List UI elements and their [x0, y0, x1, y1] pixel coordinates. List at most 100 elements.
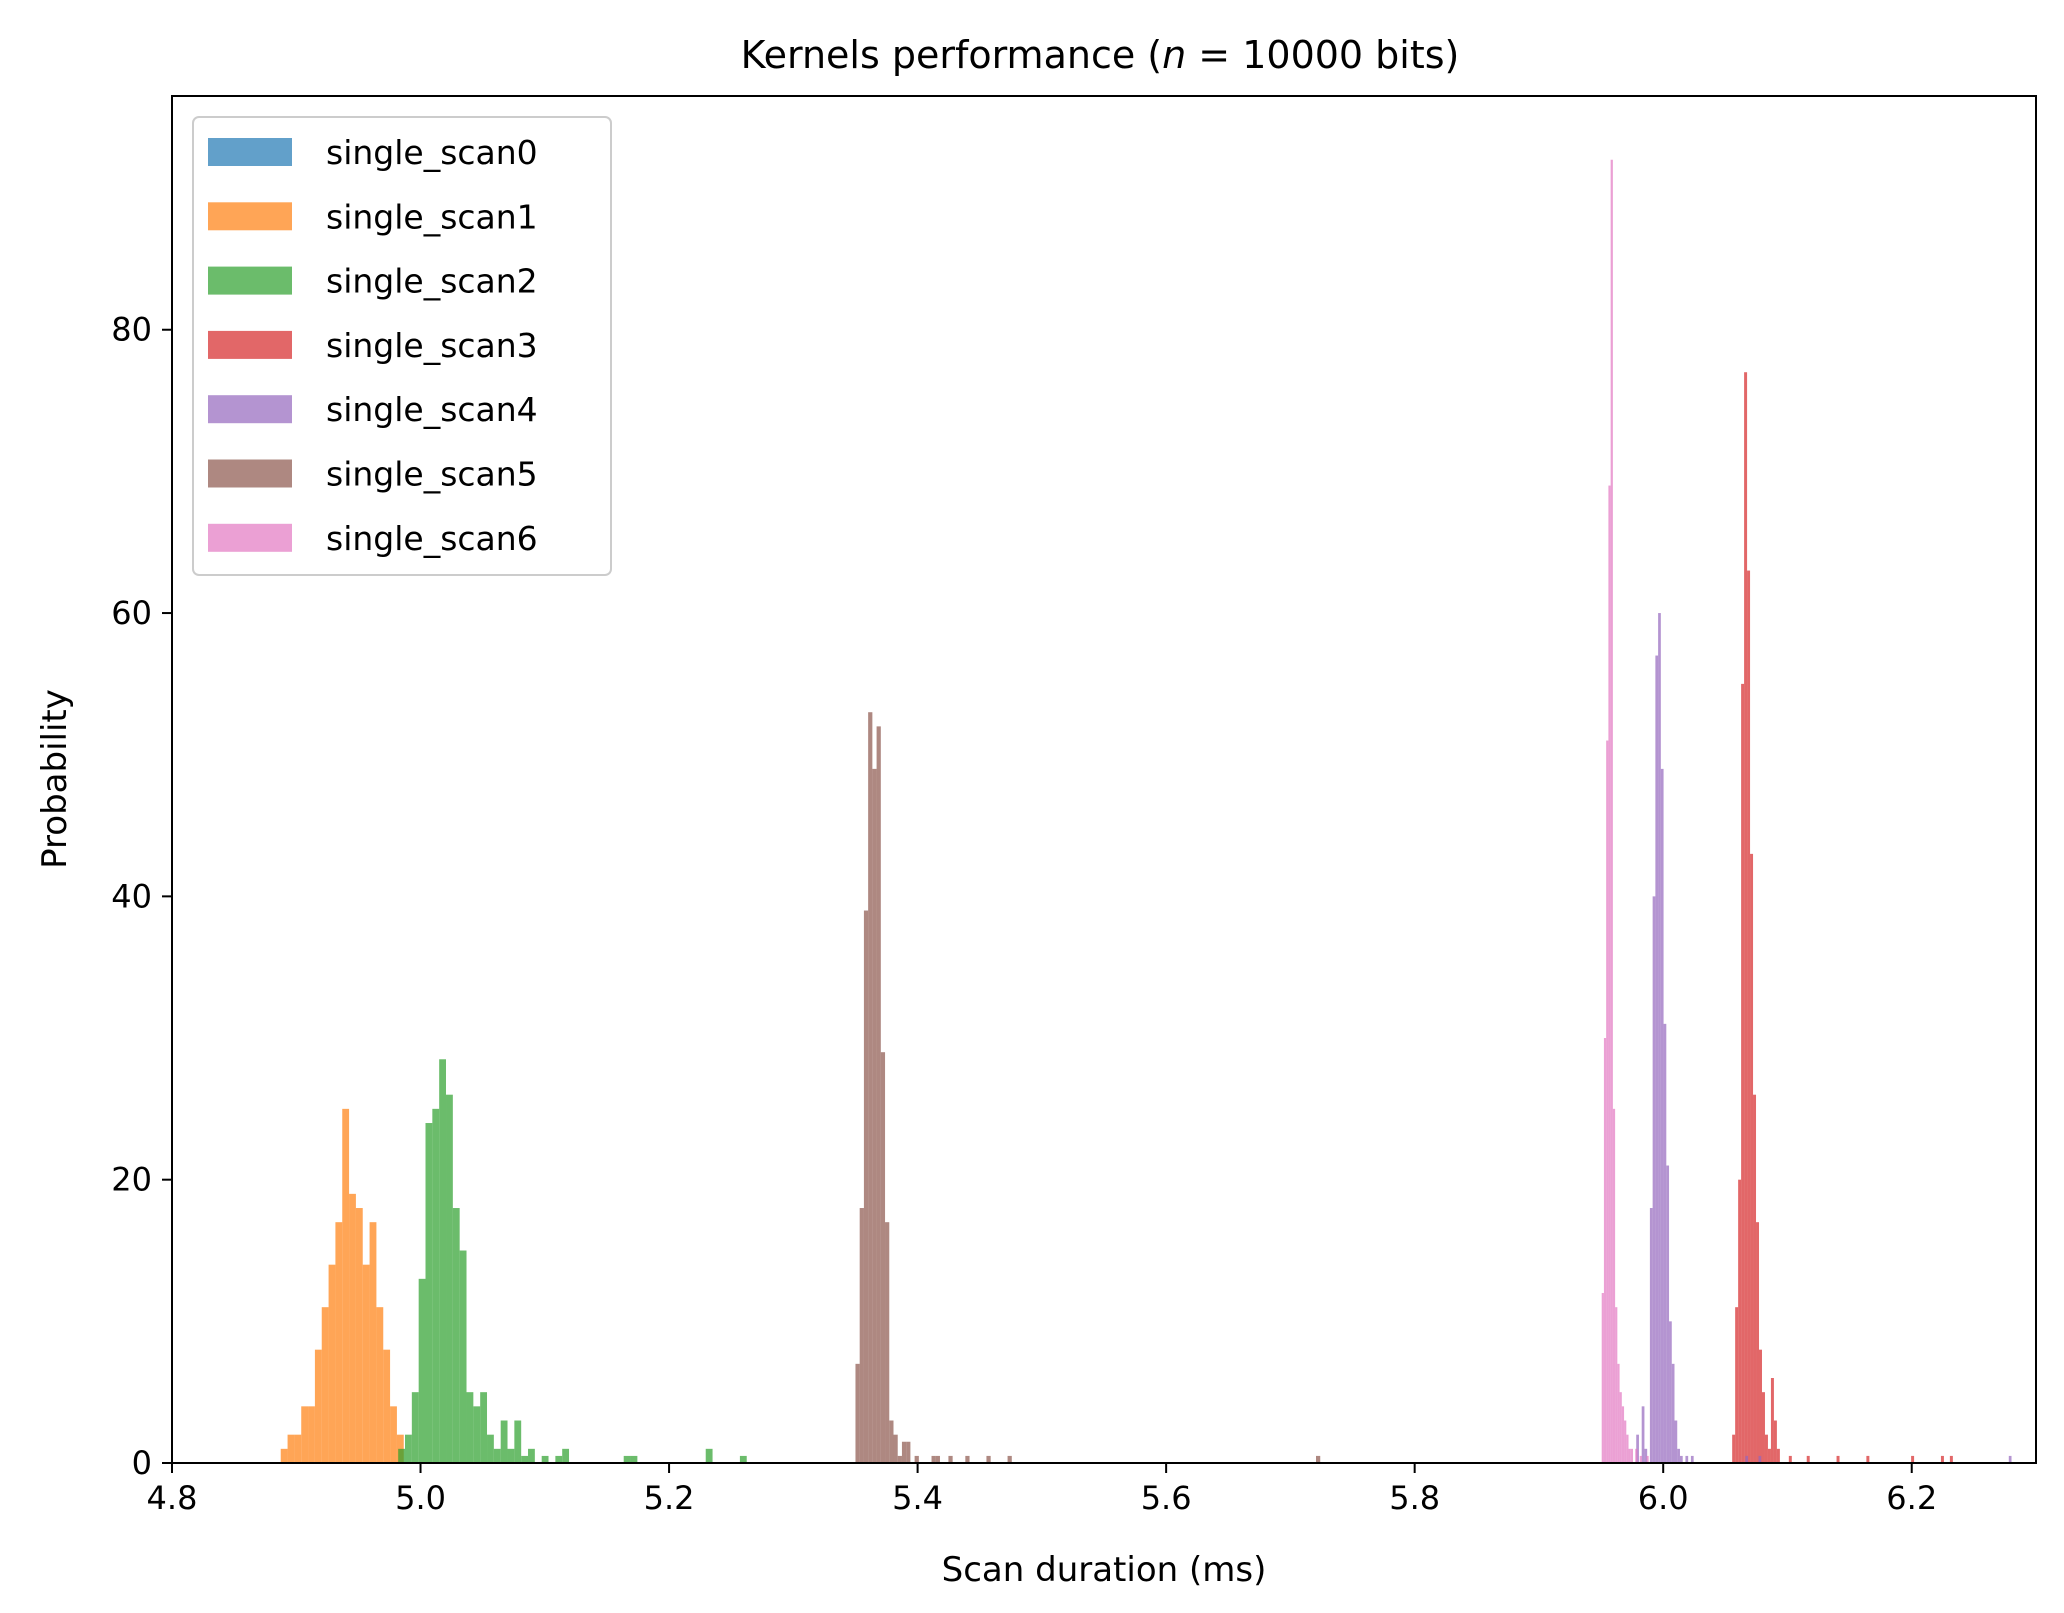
histogram-bar — [1758, 1455, 1762, 1463]
x-tick-label: 4.8 — [147, 1479, 198, 1517]
histogram-bar — [623, 1455, 631, 1463]
legend-label: single_scan5 — [326, 455, 538, 494]
histogram-bar — [1744, 372, 1748, 1464]
histogram-bar — [1806, 1455, 1810, 1463]
histogram-bar — [349, 1193, 356, 1463]
histogram-bar — [514, 1420, 522, 1463]
legend-swatch — [208, 459, 292, 488]
histogram-bar — [1756, 1222, 1760, 1463]
histogram-bar — [1741, 683, 1745, 1463]
histogram-bar — [466, 1392, 474, 1463]
legend-label: single_scan6 — [326, 519, 538, 558]
histogram-bar — [1685, 1455, 1689, 1463]
histogram-bar — [1603, 1038, 1607, 1463]
histogram-bar — [314, 1349, 322, 1463]
histogram-bar — [369, 1222, 377, 1463]
histogram-bar — [1612, 1108, 1616, 1463]
histogram-bar — [1940, 1455, 1944, 1463]
histogram-bar — [1767, 1448, 1771, 1463]
histogram-bar — [1621, 1406, 1625, 1463]
histogram-bar — [1759, 1349, 1762, 1463]
legend-label: single_scan4 — [326, 390, 538, 429]
legend-swatch — [208, 330, 292, 359]
histogram-bar — [1690, 1455, 1694, 1463]
legend-swatch — [208, 202, 292, 231]
series-single_scan1 — [280, 1108, 404, 1463]
histogram-bar — [1732, 1434, 1736, 1463]
histogram-bar — [1776, 1448, 1780, 1463]
histogram-bar — [1658, 613, 1661, 1463]
series-single_scan4 — [1636, 613, 2012, 1463]
legend-swatch — [208, 266, 292, 295]
series-single_scan3 — [1732, 372, 1953, 1464]
legend-frame — [192, 116, 612, 576]
histogram-bar — [1601, 1293, 1604, 1463]
histogram-bar — [1652, 896, 1656, 1463]
histogram-bar — [1608, 485, 1611, 1463]
histogram-bar — [1628, 1448, 1631, 1463]
histogram-bar — [739, 1455, 747, 1463]
histogram-bar — [528, 1448, 535, 1463]
histogram-bar — [555, 1455, 563, 1463]
histogram-bar — [931, 1455, 936, 1463]
histogram-bar — [1610, 159, 1613, 1463]
histogram-bar — [1677, 1448, 1680, 1463]
histogram-bar — [1764, 1434, 1768, 1463]
y-tick-label: 0 — [132, 1444, 152, 1482]
histogram-bar — [308, 1406, 315, 1463]
histogram-bar — [1660, 768, 1664, 1463]
histogram-bar — [452, 1208, 460, 1463]
histogram-bar — [705, 1448, 713, 1463]
histogram-bar — [1750, 853, 1754, 1463]
histogram-bar — [301, 1406, 309, 1463]
histogram-bar — [1679, 1455, 1683, 1463]
histogram-bar — [493, 1448, 501, 1463]
histogram-bar — [500, 1420, 508, 1463]
histogram-bar — [418, 1278, 426, 1463]
x-tick-label: 6.0 — [1638, 1479, 1689, 1517]
histogram-bar — [439, 1059, 446, 1463]
histogram-bar — [507, 1448, 515, 1463]
histogram-bar — [342, 1108, 350, 1463]
histogram-bar — [948, 1455, 953, 1463]
histogram-bar — [868, 712, 873, 1463]
x-tick-label: 6.2 — [1886, 1479, 1937, 1517]
histogram-bar — [1636, 1434, 1639, 1463]
title-var: n — [1162, 33, 1186, 77]
histogram-bar — [541, 1455, 549, 1463]
legend-label: single_scan1 — [326, 197, 538, 236]
histogram-bar — [1639, 1455, 1642, 1463]
histogram-bar — [1671, 1363, 1675, 1463]
y-tick-label: 20 — [111, 1161, 152, 1199]
histogram-bar — [425, 1123, 433, 1463]
histogram-bar — [1007, 1455, 1012, 1463]
histogram-bar — [914, 1455, 919, 1463]
histogram-bar — [1641, 1406, 1645, 1463]
legend-swatch — [208, 523, 292, 552]
histogram-bar — [473, 1406, 481, 1463]
histogram-bar — [859, 1208, 864, 1463]
series-single_scan2 — [398, 1059, 747, 1463]
title-suffix: = 10000 bits) — [1186, 33, 1459, 77]
histogram-bar — [880, 1052, 886, 1463]
histogram-bar — [562, 1448, 570, 1463]
plot-area-frame — [171, 95, 2037, 1464]
title-prefix: Kernels performance ( — [741, 33, 1163, 77]
histogram-bar — [1788, 1455, 1792, 1463]
histogram-bar — [1630, 1448, 1634, 1463]
histogram-bar — [630, 1455, 638, 1463]
histogram-bar — [1669, 1321, 1672, 1463]
histogram-bar — [287, 1434, 295, 1463]
histogram-bar — [328, 1264, 336, 1463]
histogram-bar — [1606, 740, 1609, 1463]
histogram-bar — [1617, 1363, 1620, 1463]
legend-label: single_scan3 — [326, 326, 538, 365]
histogram-bar — [876, 726, 881, 1463]
x-axis-ticks: 4.8 5.0 5.2 5.4 5.6 5.8 6.0 6.2 — [147, 1463, 1937, 1517]
histogram-bar — [398, 1448, 405, 1463]
histogram-bar — [321, 1307, 329, 1463]
histogram-bar — [885, 1222, 890, 1463]
histogram-bar — [1644, 1448, 1648, 1463]
x-tick-label: 5.6 — [1141, 1479, 1192, 1517]
